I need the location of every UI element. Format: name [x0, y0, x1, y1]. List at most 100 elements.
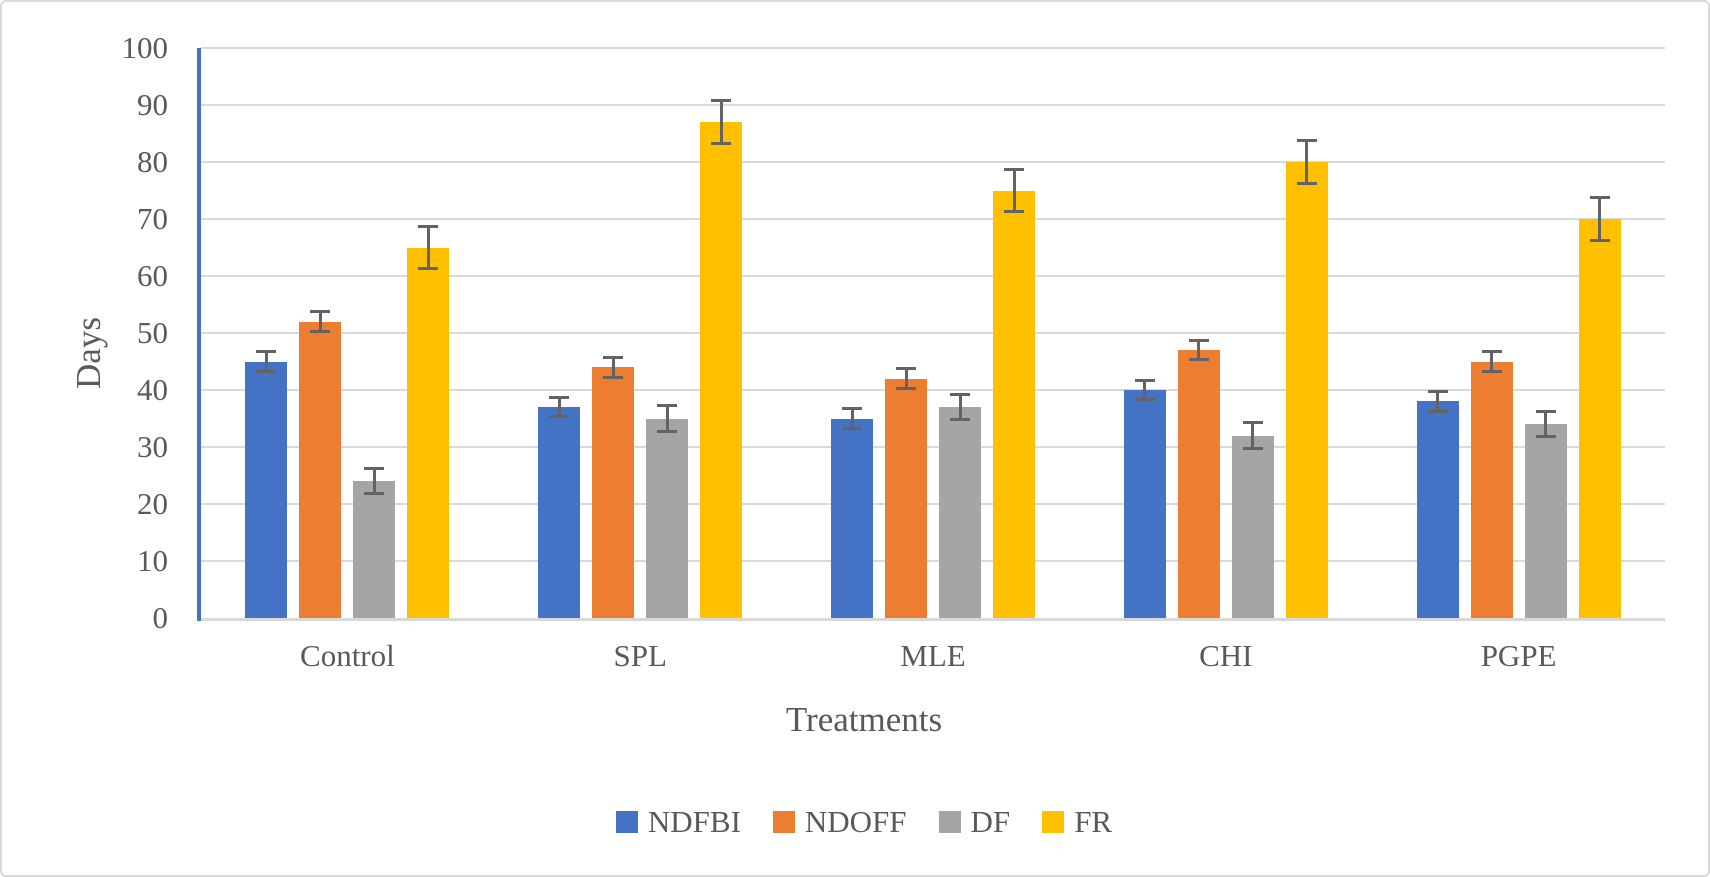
- error-bar-cap-top: [1589, 196, 1610, 200]
- legend-swatch-fr: [1042, 811, 1065, 833]
- error-bar-fr-pgpe: [1589, 196, 1610, 242]
- bar-fr-mle: [993, 190, 1035, 618]
- y-tick-label: 10: [137, 543, 168, 578]
- error-bar-cap-bottom: [1481, 369, 1502, 373]
- bar-ndoff-pgpe: [1470, 361, 1513, 618]
- error-bar-line: [958, 392, 962, 422]
- error-bar-line: [426, 224, 430, 271]
- error-bar-cap-top: [1427, 390, 1448, 393]
- error-bar-line: [1544, 409, 1548, 439]
- error-bar-line: [557, 395, 561, 419]
- x-category-label: SPL: [613, 638, 667, 673]
- error-bar-cap-top: [1242, 421, 1263, 425]
- error-bar-cap-top: [549, 395, 570, 399]
- error-bar-cap-bottom: [418, 267, 439, 271]
- error-bar-cap-top: [657, 404, 678, 408]
- error-bar-cap-bottom: [1589, 238, 1610, 242]
- y-tick-label: 90: [137, 87, 168, 122]
- error-bar-line: [1436, 390, 1440, 413]
- error-bar-cap-bottom: [950, 418, 970, 422]
- error-bar-cap-top: [256, 350, 277, 354]
- y-tick-label: 60: [137, 258, 168, 293]
- error-bar-line: [264, 350, 268, 373]
- error-bar-fr-spl: [711, 99, 732, 145]
- error-bar-cap-bottom: [1134, 398, 1155, 402]
- error-bar-line: [372, 466, 376, 496]
- error-bar-cap-top: [1004, 167, 1024, 171]
- bar-ndfbi-spl: [538, 407, 581, 618]
- legend-item-df: DF: [938, 804, 1011, 840]
- legend-swatch-ndfbi: [615, 811, 638, 833]
- error-bar-line: [1490, 350, 1494, 373]
- error-bar-line: [1197, 338, 1201, 362]
- gridline: [201, 389, 1665, 391]
- error-bar-ndfbi-spl: [549, 395, 570, 419]
- y-tick-label: 70: [137, 201, 168, 236]
- bar-ndfbi-control: [245, 361, 288, 618]
- x-axis-line: [201, 618, 1665, 621]
- error-bar-cap-bottom: [657, 429, 678, 433]
- error-bar-cap-bottom: [842, 426, 862, 430]
- y-tick-label: 20: [137, 486, 168, 521]
- error-bar-ndoff-chi: [1188, 338, 1209, 362]
- error-bar-ndfbi-chi: [1134, 378, 1155, 402]
- gridline: [201, 161, 1665, 163]
- y-tick-label: 50: [137, 315, 168, 350]
- bar-ndfbi-pgpe: [1416, 401, 1459, 618]
- error-bar-df-mle: [950, 392, 970, 422]
- legend-label: DF: [970, 804, 1011, 839]
- gridline: [201, 275, 1665, 277]
- error-bar-cap-top: [842, 407, 862, 411]
- error-bar-cap-bottom: [1535, 435, 1556, 439]
- error-bar-ndoff-pgpe: [1481, 350, 1502, 373]
- x-category-label: CHI: [1199, 638, 1253, 673]
- legend-item-fr: FR: [1042, 804, 1112, 840]
- error-bar-ndfbi-pgpe: [1427, 390, 1448, 413]
- bar-df-pgpe: [1524, 424, 1567, 618]
- bar-df-chi: [1231, 435, 1274, 618]
- error-bar-line: [850, 407, 854, 430]
- error-bar-cap-top: [603, 355, 624, 359]
- error-bar-line: [1598, 196, 1602, 242]
- gridline: [201, 503, 1665, 505]
- error-bar-cap-bottom: [1296, 181, 1317, 185]
- error-bar-ndoff-control: [310, 310, 331, 333]
- error-bar-cap-bottom: [1004, 210, 1024, 214]
- error-bar-cap-bottom: [1188, 358, 1209, 362]
- error-bar-cap-top: [950, 392, 970, 396]
- bar-ndoff-chi: [1177, 350, 1220, 618]
- error-bar-cap-bottom: [711, 141, 732, 145]
- gridline: [201, 446, 1665, 448]
- y-tick-label: 80: [137, 144, 168, 179]
- bar-ndfbi-mle: [831, 418, 873, 618]
- error-bar-cap-top: [1296, 139, 1317, 143]
- error-bar-ndoff-mle: [896, 367, 916, 390]
- bar-ndoff-control: [299, 321, 342, 618]
- bar-fr-control: [407, 247, 450, 618]
- bar-ndfbi-chi: [1123, 390, 1166, 618]
- error-bar-df-spl: [657, 404, 678, 433]
- error-bar-cap-bottom: [256, 369, 277, 373]
- error-bar-fr-chi: [1296, 139, 1317, 185]
- legend-swatch-df: [938, 811, 961, 833]
- bar-df-mle: [939, 407, 981, 618]
- gridline: [201, 332, 1665, 334]
- error-bar-line: [904, 367, 908, 390]
- bar-ndoff-mle: [885, 378, 927, 618]
- error-bar-cap-top: [1535, 409, 1556, 413]
- gridline: [201, 218, 1665, 220]
- y-tick-label: 30: [137, 429, 168, 464]
- legend: NDFBI NDOFF DF FR: [16, 802, 1708, 842]
- error-bar-cap-bottom: [1427, 409, 1448, 413]
- error-bar-cap-bottom: [896, 386, 916, 390]
- error-bar-ndoff-spl: [603, 355, 624, 379]
- legend-label: NDFBI: [647, 804, 741, 839]
- error-bar-line: [665, 404, 669, 433]
- x-category-label: PGPE: [1480, 638, 1557, 673]
- error-bar-cap-top: [896, 367, 916, 371]
- error-bar-cap-bottom: [1242, 446, 1263, 450]
- error-bar-line: [1143, 378, 1147, 402]
- legend-item-ndfbi: NDFBI: [615, 804, 741, 840]
- error-bar-ndfbi-mle: [842, 407, 862, 430]
